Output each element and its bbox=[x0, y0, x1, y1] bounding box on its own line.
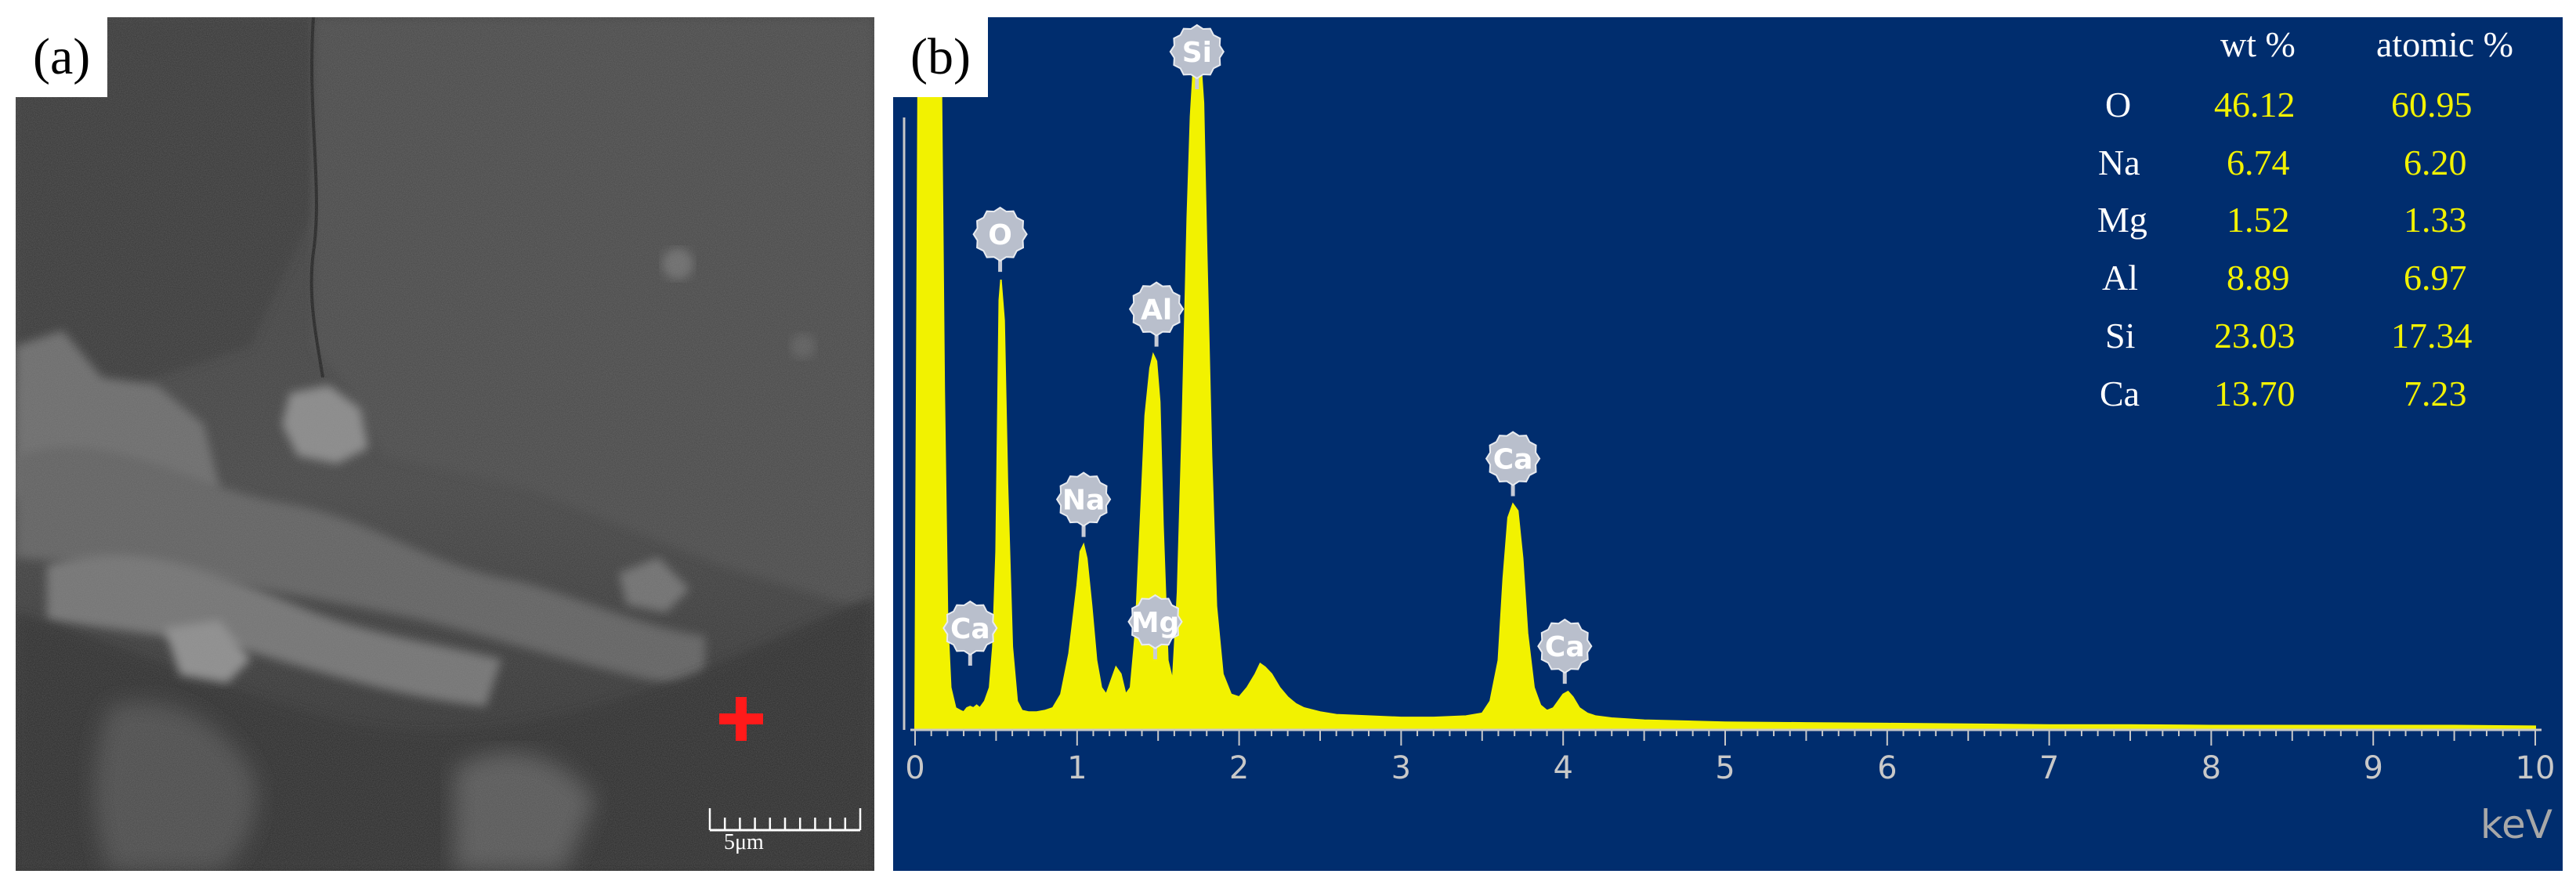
table-header-atomic: atomic % bbox=[2376, 24, 2513, 64]
peak-label: Ca bbox=[1545, 631, 1585, 663]
sem-micrograph bbox=[16, 17, 874, 871]
x-tick-label: 8 bbox=[2202, 750, 2221, 786]
table-atomic-ca: 7.23 bbox=[2404, 374, 2467, 413]
x-tick-label: 7 bbox=[2039, 750, 2059, 786]
table-element-al: Al bbox=[2102, 258, 2138, 298]
peak-label: Na bbox=[1062, 485, 1105, 517]
x-tick-label: 4 bbox=[1553, 750, 1572, 786]
table-atomic-si: 17.34 bbox=[2391, 316, 2473, 356]
peak-badge bbox=[972, 206, 1028, 262]
peak-label: Ca bbox=[950, 613, 990, 645]
table-element-si: Si bbox=[2105, 316, 2136, 356]
peak-label: Mg bbox=[1131, 607, 1180, 639]
x-tick-label: 9 bbox=[2363, 750, 2382, 786]
x-axis-label: keV bbox=[2480, 802, 2552, 847]
x-tick-label: 3 bbox=[1391, 750, 1411, 786]
x-tick-label: 10 bbox=[2516, 750, 2556, 786]
panel-a-label: (a) bbox=[16, 17, 108, 97]
sem-image-panel: (a) 5μm bbox=[16, 17, 874, 871]
table-wt-na: 6.74 bbox=[2227, 143, 2290, 182]
eds-spectrum-chart: 0 1 2 3 4 5 6 7 8 9 10 keV Ca O Na Mg Al Si Ca Ca bbox=[903, 23, 2556, 847]
x-tick-label: 5 bbox=[1715, 750, 1735, 786]
table-wt-si: 23.03 bbox=[2214, 316, 2296, 356]
peak-badge bbox=[1055, 471, 1112, 527]
table-atomic-al: 6.97 bbox=[2404, 258, 2467, 298]
peak-label: Ca bbox=[1493, 444, 1533, 476]
table-element-o: O bbox=[2105, 85, 2132, 125]
scale-bar-ticks bbox=[708, 808, 862, 832]
table-atomic-mg: 1.33 bbox=[2404, 200, 2467, 240]
table-element-na: Na bbox=[2098, 143, 2140, 182]
x-tick-label: 6 bbox=[1877, 750, 1897, 786]
table-wt-ca: 13.70 bbox=[2214, 374, 2296, 413]
table-wt-al: 8.89 bbox=[2227, 258, 2290, 298]
x-tick-label: 2 bbox=[1229, 750, 1249, 786]
peak-badge bbox=[1485, 431, 1541, 486]
spectrum-area bbox=[914, 46, 2536, 729]
table-header-wt: wt % bbox=[2220, 24, 2296, 64]
analysis-point-marker bbox=[719, 697, 763, 741]
scale-bar-label: 5μm bbox=[724, 830, 764, 854]
panel-b-label: (b) bbox=[893, 17, 988, 97]
scale-bar: 5μm bbox=[708, 802, 862, 865]
peak-label: Al bbox=[1141, 294, 1172, 327]
x-tick-label: 1 bbox=[1067, 750, 1087, 786]
peak-badge bbox=[1169, 23, 1225, 80]
table-element-ca: Ca bbox=[2100, 374, 2140, 413]
eds-spectrum-panel: 0 1 2 3 4 5 6 7 8 9 10 keV Ca O Na Mg Al Si Ca Ca (b) wt % … bbox=[893, 17, 2563, 871]
table-wt-mg: 1.52 bbox=[2227, 200, 2290, 240]
table-element-mg: Mg bbox=[2097, 200, 2147, 240]
table-atomic-o: 60.95 bbox=[2391, 85, 2473, 125]
x-tick-label: 0 bbox=[905, 750, 924, 786]
peak-badge bbox=[1127, 594, 1183, 650]
peak-label: Si bbox=[1182, 37, 1212, 69]
peak-badge bbox=[1128, 281, 1185, 337]
table-wt-o: 46.12 bbox=[2214, 85, 2296, 125]
table-atomic-na: 6.20 bbox=[2404, 143, 2467, 182]
peak-label: O bbox=[988, 219, 1012, 251]
peak-badge bbox=[942, 600, 998, 656]
peak-badge bbox=[1537, 618, 1593, 674]
